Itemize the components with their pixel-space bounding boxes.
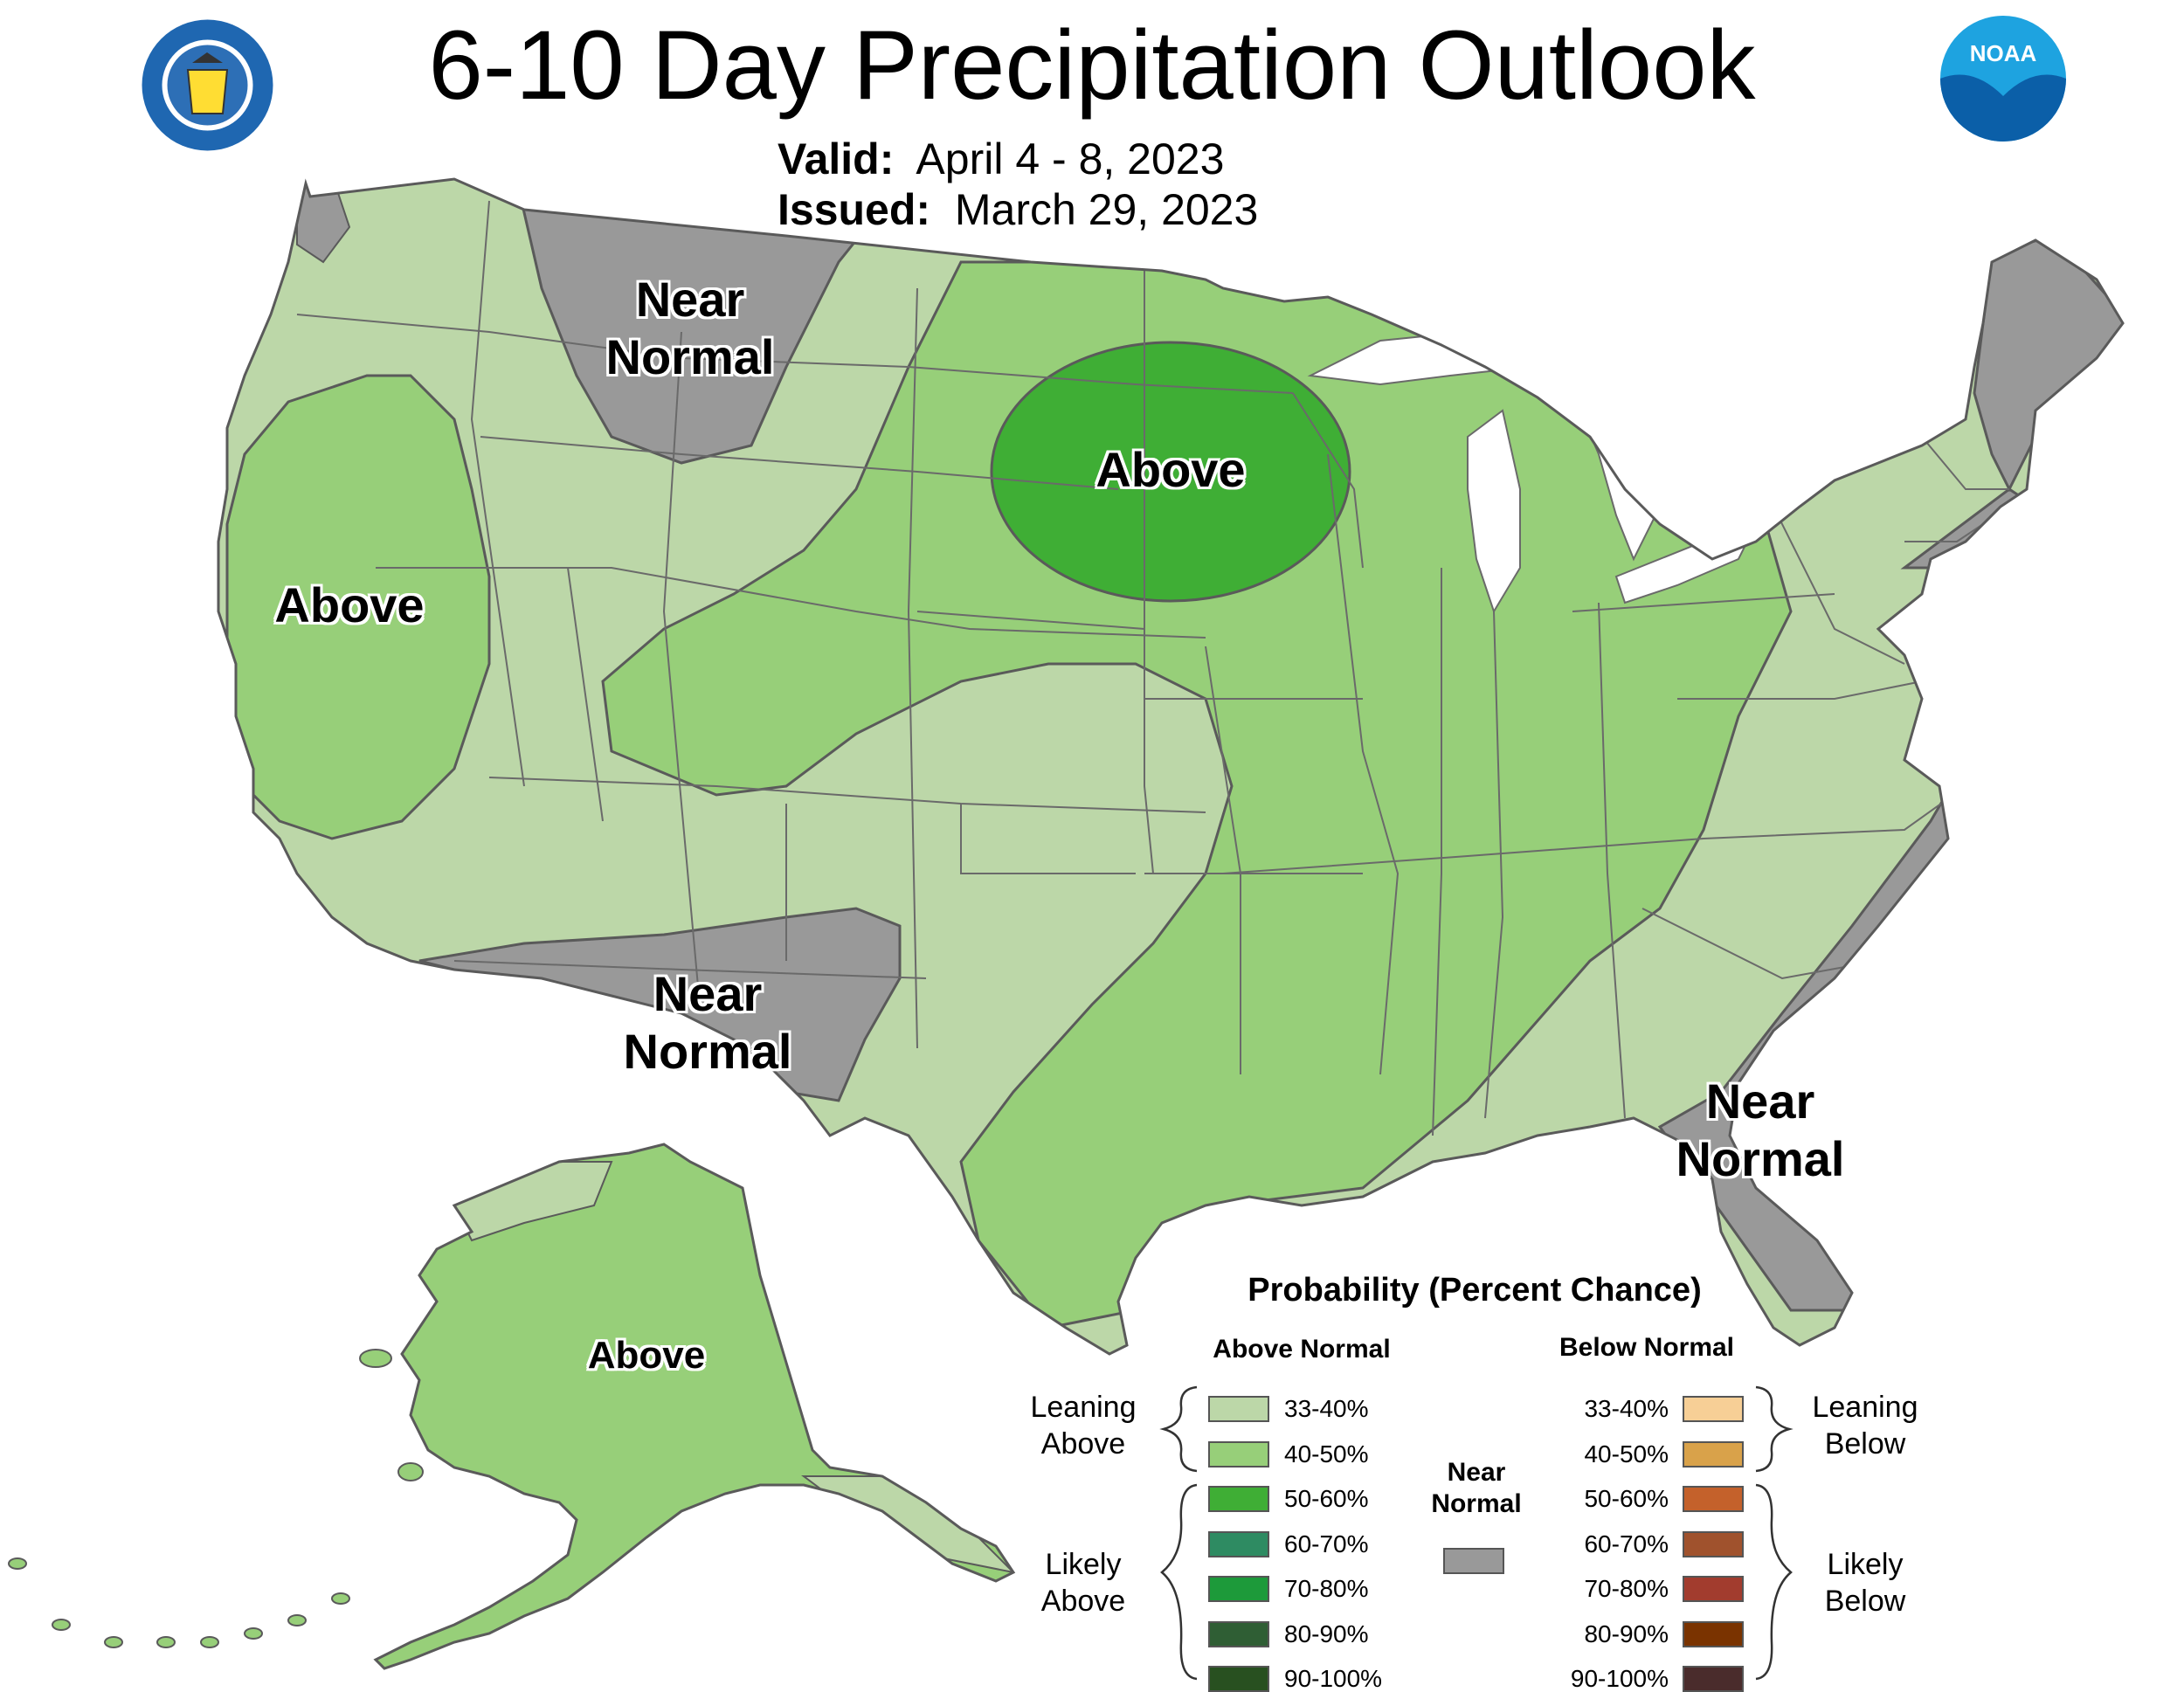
- legend-above-header: Above Normal: [1213, 1335, 1391, 1364]
- legend-below-label-6: 90-100%: [1570, 1665, 1669, 1692]
- issued-row: Issued: March 29, 2023: [778, 183, 1258, 236]
- legend-near-normal: Near Normal: [1431, 1458, 1522, 1518]
- legend-likely-above: Likely Above: [1040, 1548, 1126, 1618]
- region-above-north: Above: [1095, 442, 1246, 497]
- legend-above-swatch-2: [1208, 1486, 1269, 1512]
- legend-near-normal-swatch: [1443, 1548, 1504, 1574]
- legend-above-label-5: 80-90%: [1284, 1619, 1369, 1647]
- legend-above-swatch-3: [1208, 1530, 1269, 1557]
- valid-key: Valid:: [778, 135, 895, 183]
- legend-below-label-2: 50-60%: [1584, 1485, 1669, 1512]
- legend-above-label-4: 70-80%: [1284, 1575, 1369, 1602]
- legend-below-swatch-6: [1683, 1666, 1744, 1692]
- region-near-normal-southwest: Near Normal: [623, 966, 792, 1079]
- legend-below-label-0: 33-40%: [1584, 1395, 1669, 1422]
- page-title: 6-10 Day Precipitation Outlook: [428, 10, 1756, 120]
- legend-above-label-2: 50-60%: [1284, 1485, 1369, 1512]
- legend-below-header: Below Normal: [1559, 1333, 1735, 1362]
- legend-below-label-3: 60-70%: [1584, 1530, 1669, 1557]
- legend-above-swatch-1: [1208, 1440, 1269, 1468]
- legend-above-swatch-0: [1208, 1396, 1269, 1422]
- legend-title: Probability (Percent Chance): [1248, 1272, 1702, 1309]
- legend-below-swatch-5: [1683, 1620, 1744, 1647]
- legend-below-label-4: 70-80%: [1584, 1575, 1669, 1602]
- valid-value: April 4 - 8, 2023: [916, 135, 1225, 183]
- region-near-normal-north: Near Normal: [605, 272, 775, 384]
- legend-below-swatch-4: [1683, 1576, 1744, 1602]
- issued-value: March 29, 2023: [954, 185, 1259, 234]
- legend-above-label-6: 90-100%: [1284, 1665, 1383, 1692]
- legend-above-label-0: 33-40%: [1284, 1395, 1369, 1422]
- valid-row: Valid: April 4 - 8, 2023: [778, 133, 1224, 185]
- legend-above-swatch-4: [1208, 1576, 1269, 1602]
- region-near-normal-southeast: Near Normal: [1676, 1074, 1845, 1186]
- legend-above-label-3: 60-70%: [1284, 1530, 1369, 1557]
- noaa-logo: NOAA: [1938, 13, 2069, 144]
- legend-above-swatch-6: [1208, 1666, 1269, 1692]
- legend-leaning-above: Leaning Above: [1030, 1391, 1137, 1461]
- legend-likely-below: Likely Below: [1824, 1548, 1906, 1618]
- legend-below-swatch-0: [1683, 1396, 1744, 1422]
- legend-below-swatch-2: [1683, 1486, 1744, 1512]
- legend-below-label-1: 40-50%: [1584, 1440, 1669, 1468]
- noaa-logo-text: NOAA: [1970, 40, 2037, 66]
- legend-above-label-1: 40-50%: [1284, 1440, 1369, 1468]
- legend-below-swatch-1: [1683, 1440, 1744, 1468]
- region-above-alaska: Above: [587, 1334, 706, 1377]
- issued-key: Issued:: [778, 185, 931, 234]
- legend-below-swatch-3: [1683, 1530, 1744, 1557]
- legend-below-label-5: 80-90%: [1584, 1619, 1669, 1647]
- commerce-seal-logo: [140, 17, 275, 153]
- legend-leaning-below: Leaning Below: [1812, 1391, 1918, 1461]
- legend-above-swatch-5: [1208, 1620, 1269, 1647]
- region-above-west: Above: [274, 577, 425, 632]
